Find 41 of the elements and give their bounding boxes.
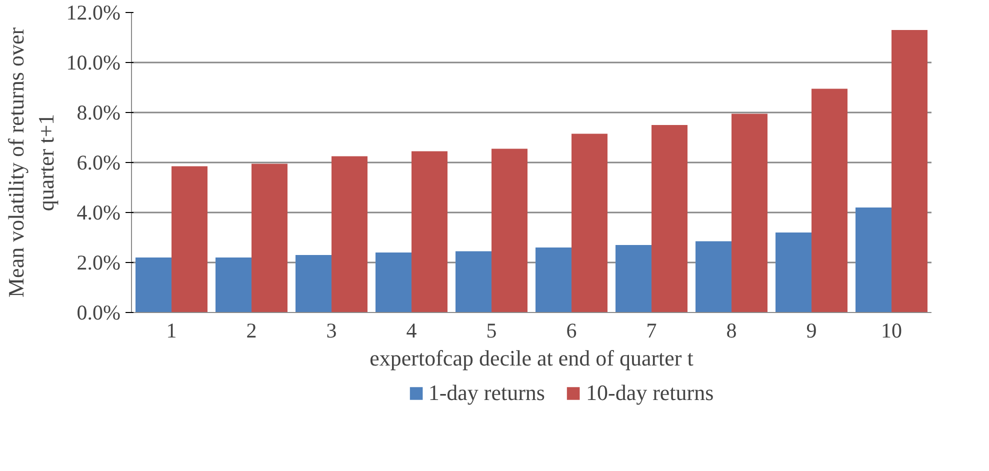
- bar: [296, 255, 332, 312]
- bar: [412, 151, 448, 312]
- y-tick-label: 12.0%: [66, 0, 121, 24]
- y-tick-label: 2.0%: [76, 250, 121, 274]
- legend-label: 1-day returns: [428, 380, 545, 406]
- x-tick-label: 5: [486, 318, 497, 342]
- bar: [732, 114, 768, 312]
- bar: [856, 208, 892, 312]
- bar: [652, 125, 688, 312]
- x-tick-label: 6: [566, 318, 577, 342]
- bar: [812, 88, 848, 312]
- bar: [892, 30, 928, 312]
- y-tick-label: 10.0%: [66, 50, 121, 74]
- y-tick-label: 6.0%: [76, 150, 121, 174]
- bar: [136, 258, 172, 312]
- legend-label: 10-day returns: [586, 380, 714, 406]
- x-tick-label: 8: [726, 318, 737, 342]
- bar: [456, 251, 492, 312]
- x-tick-label: 1: [166, 318, 177, 342]
- y-tick-label: 8.0%: [76, 100, 121, 124]
- bar: [616, 245, 652, 312]
- x-tick-label: 9: [806, 318, 817, 342]
- bar: [536, 248, 572, 312]
- y-tick-label: 0.0%: [76, 300, 121, 324]
- bar: [252, 164, 288, 312]
- bar: [172, 166, 208, 312]
- x-tick-label: 7: [646, 318, 657, 342]
- bar: [376, 252, 412, 312]
- bar: [216, 258, 252, 312]
- x-tick-label: 3: [326, 318, 337, 342]
- bar: [776, 232, 812, 312]
- x-tick-label: 10: [881, 318, 902, 342]
- y-axis-title: Mean volatility of returns over quarter t+1: [3, 26, 58, 298]
- x-tick-label: 2: [246, 318, 257, 342]
- bar: [572, 134, 608, 312]
- y-tick-label: 4.0%: [76, 200, 121, 224]
- bar: [696, 241, 732, 312]
- x-tick-label: 4: [406, 318, 418, 342]
- bar: [332, 156, 368, 312]
- bar: [492, 148, 528, 312]
- x-axis-title: expertofcap decile at end of quarter t: [370, 346, 694, 370]
